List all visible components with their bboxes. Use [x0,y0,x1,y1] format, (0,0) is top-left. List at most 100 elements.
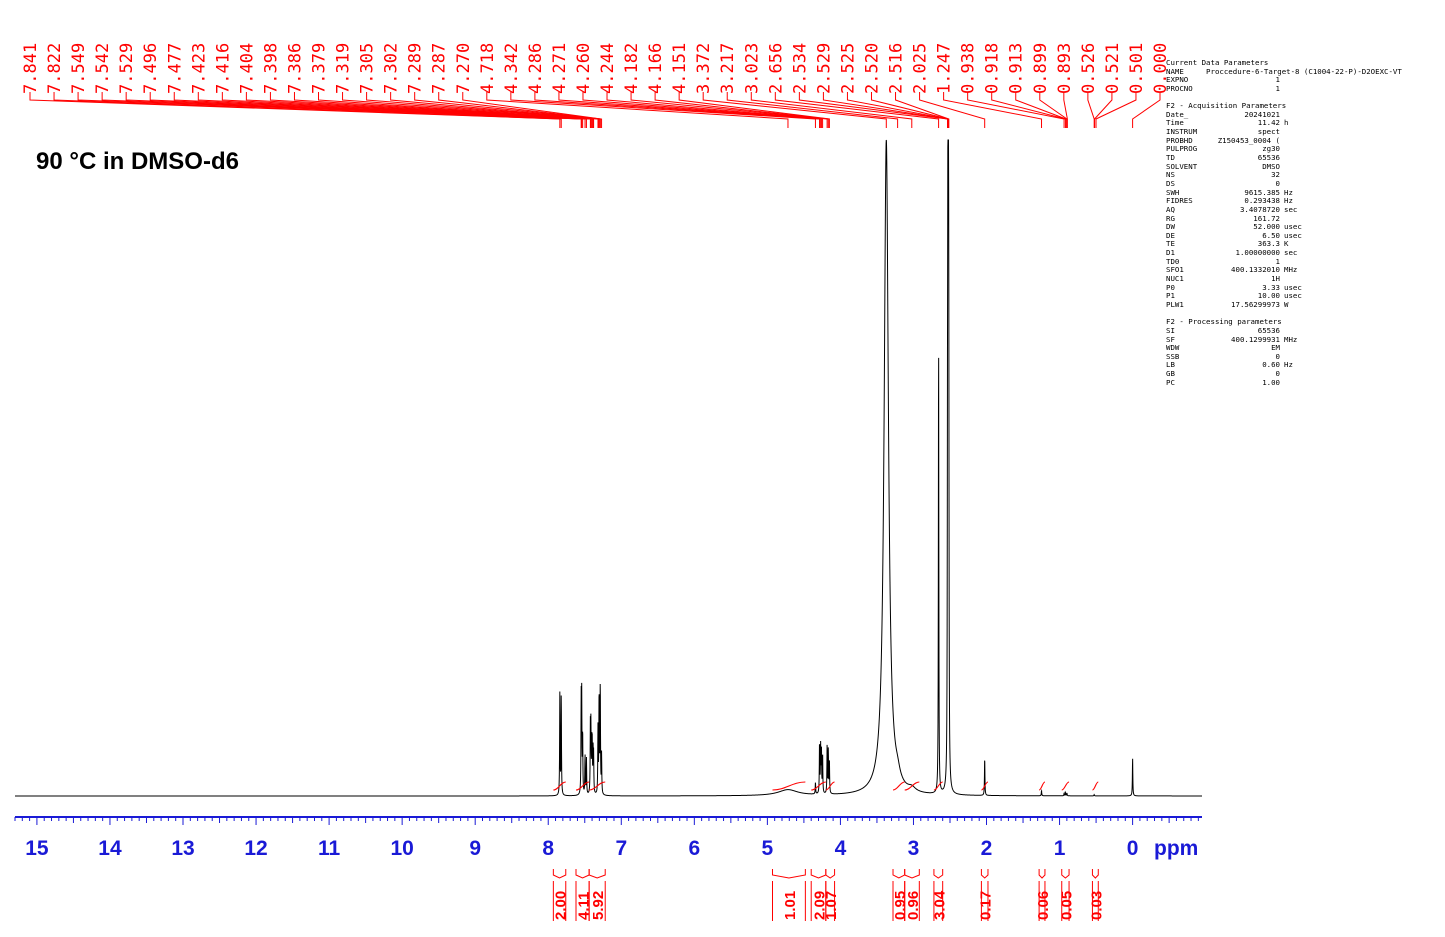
peak-label-connector [1094,92,1113,128]
acquisition-row: P0 3.33 usec [1166,282,1402,293]
x-tick-label: 12 [244,837,267,860]
integral-curve [1092,781,1099,791]
param-key: SOLVENT [1166,161,1198,171]
peak-label: 4.718 [478,43,498,94]
peak-label-connector [510,92,816,128]
param-key: DE [1166,230,1175,240]
acquisition-row: NUC1 1H [1166,274,1402,284]
peak-label: 0.918 [983,43,1003,94]
processing-row: LB 0.60 Hz [1166,361,1402,370]
param-value: spect [1257,127,1280,137]
param-unit [1280,128,1284,137]
param-key: RG [1166,213,1175,223]
integral-curves [553,781,1099,791]
integral-bracket [933,869,944,879]
chart-title: 90 °C in DMSO-d6 [36,148,239,175]
acquisition-row: D1 1.00000000 sec [1166,248,1402,258]
param-value: 0.293438 [1244,196,1280,206]
peak-label: 7.822 [45,43,65,94]
x-tick-label: 6 [688,837,700,860]
integral-bracket [1091,869,1099,879]
param-value: 6.50 [1262,230,1280,240]
peak-label: 4.151 [670,43,690,94]
peak-label-connector [1063,92,1068,128]
peak-label: 4.271 [550,43,570,94]
param-unit: MHz [1284,334,1298,344]
integral-curve [1038,781,1046,791]
param-unit [1280,76,1284,85]
param-value: 161.72 [1253,213,1280,223]
param-value: 1H [1271,274,1280,284]
peak-label-connector [1039,92,1068,128]
peak-label-connector [318,92,595,128]
param-unit [1280,85,1284,94]
param-value: 1 [1275,75,1280,85]
integral-curve [811,781,826,791]
peak-label-connector [726,92,899,128]
param-key: FIDRES [1166,196,1193,206]
acquisition-row: Time 11.42 h [1166,119,1402,128]
processing-row: WDW EM [1166,343,1402,353]
peak-label-connector [462,92,603,128]
peak-label-connector [702,92,887,128]
param-key: WDW [1166,343,1180,353]
acquisition-row: RG 161.72 [1166,213,1402,224]
param-key: P0 [1166,282,1175,292]
param-value: 1.00000000 [1235,248,1281,258]
peak-label: 7.305 [358,43,378,94]
integral-value: 5.92 [590,891,607,920]
param-unit [1280,154,1284,163]
param-key: NS [1166,170,1175,180]
peak-label-connector [558,92,822,128]
peak-label-connector [438,92,601,128]
peak-label-connector [943,92,1043,128]
peak-label: 7.542 [93,43,113,94]
param-value: 400.1332010 [1231,265,1280,275]
peak-labels: 7.841 7.822 7.549 7.542 7.529 7.496 7.477 7.423… [21,43,1171,128]
peak-label: 7.529 [117,43,137,94]
peak-label: 2.520 [862,43,882,94]
integral-curve [892,781,905,791]
peak-label: 0.913 [1007,43,1027,94]
peak-label: 7.289 [406,43,426,94]
integral-curve [1061,781,1070,791]
integral-bracket [810,869,827,879]
peak-label-connector [895,92,950,128]
integral-value: 1.07 [823,891,840,920]
param-unit [1280,370,1284,379]
param-unit [1280,344,1284,353]
peak-label: 3.372 [694,43,714,94]
integral-value: 0.05 [1058,891,1075,920]
peak-label-connector [967,92,1065,128]
param-key: Date_ [1166,109,1189,119]
integral-bracket [980,869,989,879]
param-value: 9615.385 [1244,187,1280,197]
peak-label: 0.501 [1127,43,1147,94]
peak-label: 2.025 [911,43,931,94]
param-value: 20241021 [1244,109,1280,119]
param-value: 1 [1275,83,1280,93]
param-value: 0 [1275,178,1280,188]
peak-label: 7.496 [141,43,161,94]
acquisition-row: TE 363.3 K [1166,240,1402,249]
peak-label-connector [101,92,583,128]
acquisition-row: P1 10.00 usec [1166,292,1402,301]
param-unit [1280,163,1284,172]
param-value: DMSO [1262,161,1280,171]
param-key: PC [1166,377,1175,387]
peak-label-connector [870,92,950,128]
acquisition-rows: Date_ 20241021 Time 11.42 h INSTRUM spect PROBH… [1166,109,1402,310]
peak-label-connector [678,92,830,128]
param-unit: usec [1284,222,1302,232]
peak-label-connector [149,92,586,128]
peak-label-connector [774,92,940,128]
peak-label-connector [919,92,986,128]
x-tick-label: 8 [542,837,554,860]
param-key: NUC1 [1166,274,1184,284]
integral-bracket [1038,869,1046,879]
acquisition-row: INSTRUM spect [1166,127,1402,137]
param-value: 400.1299931 [1231,334,1280,344]
x-tick-label: 7 [615,837,627,860]
integral-curve [553,781,566,791]
param-value: 32 [1271,170,1280,180]
